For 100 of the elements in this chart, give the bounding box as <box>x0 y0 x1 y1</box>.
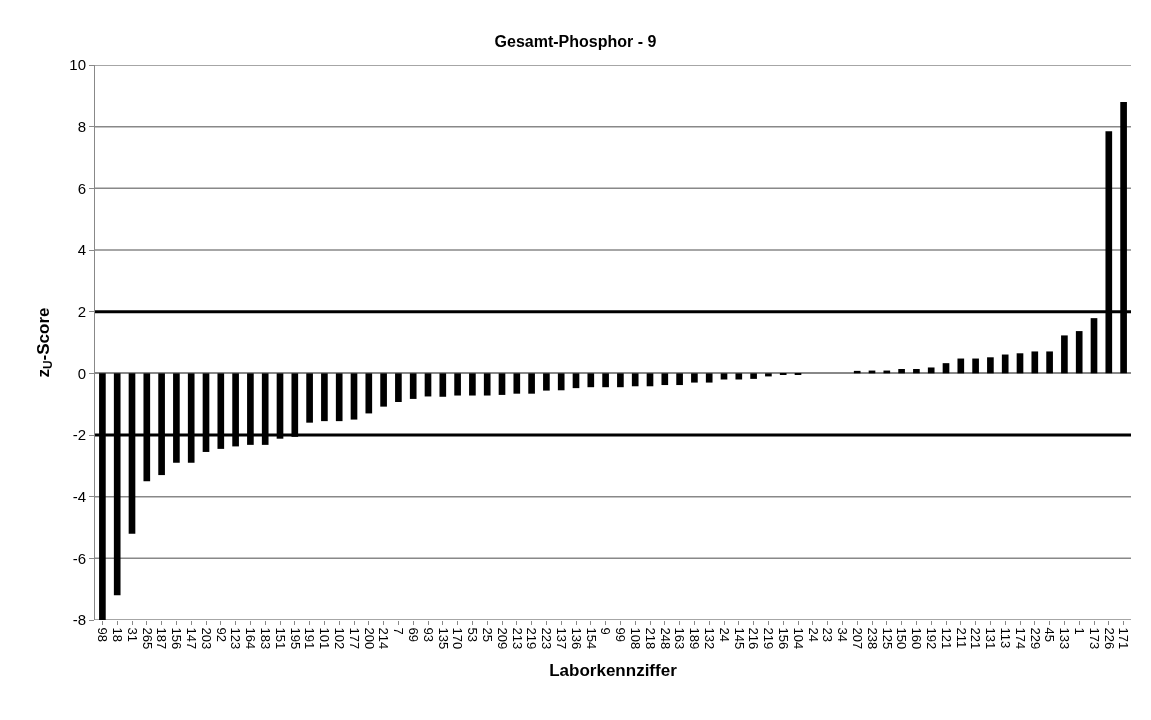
x-tick-label: 173 <box>1086 627 1102 650</box>
bar <box>1061 335 1068 374</box>
bar <box>1046 351 1053 374</box>
x-tick-label: 191 <box>302 627 318 650</box>
x-tick-label: 9 <box>598 627 614 635</box>
x-tick-label: 101 <box>317 627 333 650</box>
x-tick-label: 147 <box>183 627 199 650</box>
bar <box>987 357 994 374</box>
x-tick-label: 229 <box>1027 627 1043 650</box>
x-tick-label: 156 <box>169 627 185 650</box>
x-tick-label: 226 <box>1101 627 1117 650</box>
bar <box>1031 351 1039 374</box>
bar <box>587 373 595 388</box>
bar <box>335 373 343 422</box>
bar <box>454 373 461 396</box>
y-tick-label: 4 <box>77 241 86 259</box>
x-tick-label: 18 <box>109 627 125 643</box>
x-tick-label: 218 <box>642 627 658 650</box>
x-axis-title: Laborkennziffer <box>549 660 678 680</box>
x-tick-label: 164 <box>243 627 259 650</box>
x-tick-label: 145 <box>731 627 747 650</box>
x-tick-label: 98 <box>95 627 111 643</box>
x-tick-label: 104 <box>790 627 806 650</box>
x-tick-label: 171 <box>1116 627 1132 650</box>
x-tick-label: 209 <box>494 627 510 650</box>
x-tick-label: 156 <box>775 627 791 650</box>
bar <box>528 373 535 394</box>
x-tick-label: 45 <box>1042 627 1058 643</box>
x-tick-label: 123 <box>228 627 244 650</box>
x-tick-label: 183 <box>257 627 273 650</box>
bar <box>543 373 550 391</box>
x-tick-label: 223 <box>539 627 555 650</box>
x-tick-label: 214 <box>376 627 392 650</box>
bar <box>750 373 757 379</box>
x-tick-label: 137 <box>553 627 569 650</box>
x-tick-label: 24 <box>805 627 821 643</box>
bar <box>469 373 476 396</box>
bar <box>972 358 979 374</box>
x-tick-label: 121 <box>938 627 954 650</box>
bar <box>913 369 920 374</box>
x-tick-label: 203 <box>198 627 214 650</box>
x-tick-label: 265 <box>139 627 155 650</box>
bar <box>735 373 743 380</box>
x-tick-label: 189 <box>687 627 703 650</box>
bar <box>1016 353 1024 374</box>
x-tick-label: 174 <box>1012 627 1028 650</box>
bar <box>483 373 491 396</box>
bar <box>631 373 639 387</box>
bar <box>439 373 447 397</box>
x-tick-label: 93 <box>420 627 436 643</box>
x-tick-label: 7 <box>391 627 407 635</box>
x-tick-label: 132 <box>701 627 717 650</box>
y-tick-label: 8 <box>77 117 86 135</box>
y-tick-label: -4 <box>72 487 86 505</box>
x-tick-label: 92 <box>213 627 229 643</box>
bar <box>720 373 728 380</box>
y-tick-label: -8 <box>72 611 86 629</box>
x-tick-label: 151 <box>272 627 288 650</box>
bar <box>306 373 313 423</box>
x-tick-label: 207 <box>849 627 865 650</box>
x-tick-label: 53 <box>465 627 481 643</box>
x-tick-label: 102 <box>331 627 347 650</box>
bar <box>513 373 521 394</box>
x-tick-label: 170 <box>450 627 466 650</box>
x-tick-label: 163 <box>672 627 688 650</box>
x-tick-label: 69 <box>405 627 421 643</box>
y-tick-label: 10 <box>69 56 86 74</box>
bar <box>765 373 772 377</box>
x-tick-label: 221 <box>968 627 984 650</box>
bar <box>705 373 713 383</box>
bar <box>957 358 965 374</box>
bar <box>646 373 654 387</box>
x-tick-label: 31 <box>124 627 140 643</box>
x-tick-label: 25 <box>479 627 495 643</box>
bar <box>602 373 609 388</box>
x-tick-label: 23 <box>820 627 836 643</box>
x-tick-label: 248 <box>657 627 673 650</box>
bar <box>424 373 432 397</box>
bar <box>1001 354 1009 374</box>
y-tick-label: 6 <box>77 179 86 197</box>
x-tick-label: 113 <box>997 627 1013 649</box>
bar <box>321 373 328 422</box>
bar <box>498 373 506 395</box>
x-tick-label: 136 <box>568 627 584 650</box>
bar <box>350 373 358 420</box>
x-tick-label: 1 <box>1071 627 1087 635</box>
x-tick-label: 192 <box>923 627 939 650</box>
x-tick-label: 108 <box>627 627 643 650</box>
bar <box>380 373 387 407</box>
x-tick-label: 200 <box>361 627 377 650</box>
bar <box>1090 318 1098 374</box>
y-tick-label: 0 <box>77 364 86 382</box>
bar <box>557 373 565 391</box>
bar <box>617 373 624 388</box>
bar <box>927 367 935 374</box>
x-tick-label: 135 <box>435 627 451 650</box>
x-tick-label: 238 <box>864 627 880 650</box>
y-tick-label: -6 <box>72 549 86 567</box>
x-tick-label: 211 <box>953 627 969 649</box>
bar <box>409 373 417 399</box>
